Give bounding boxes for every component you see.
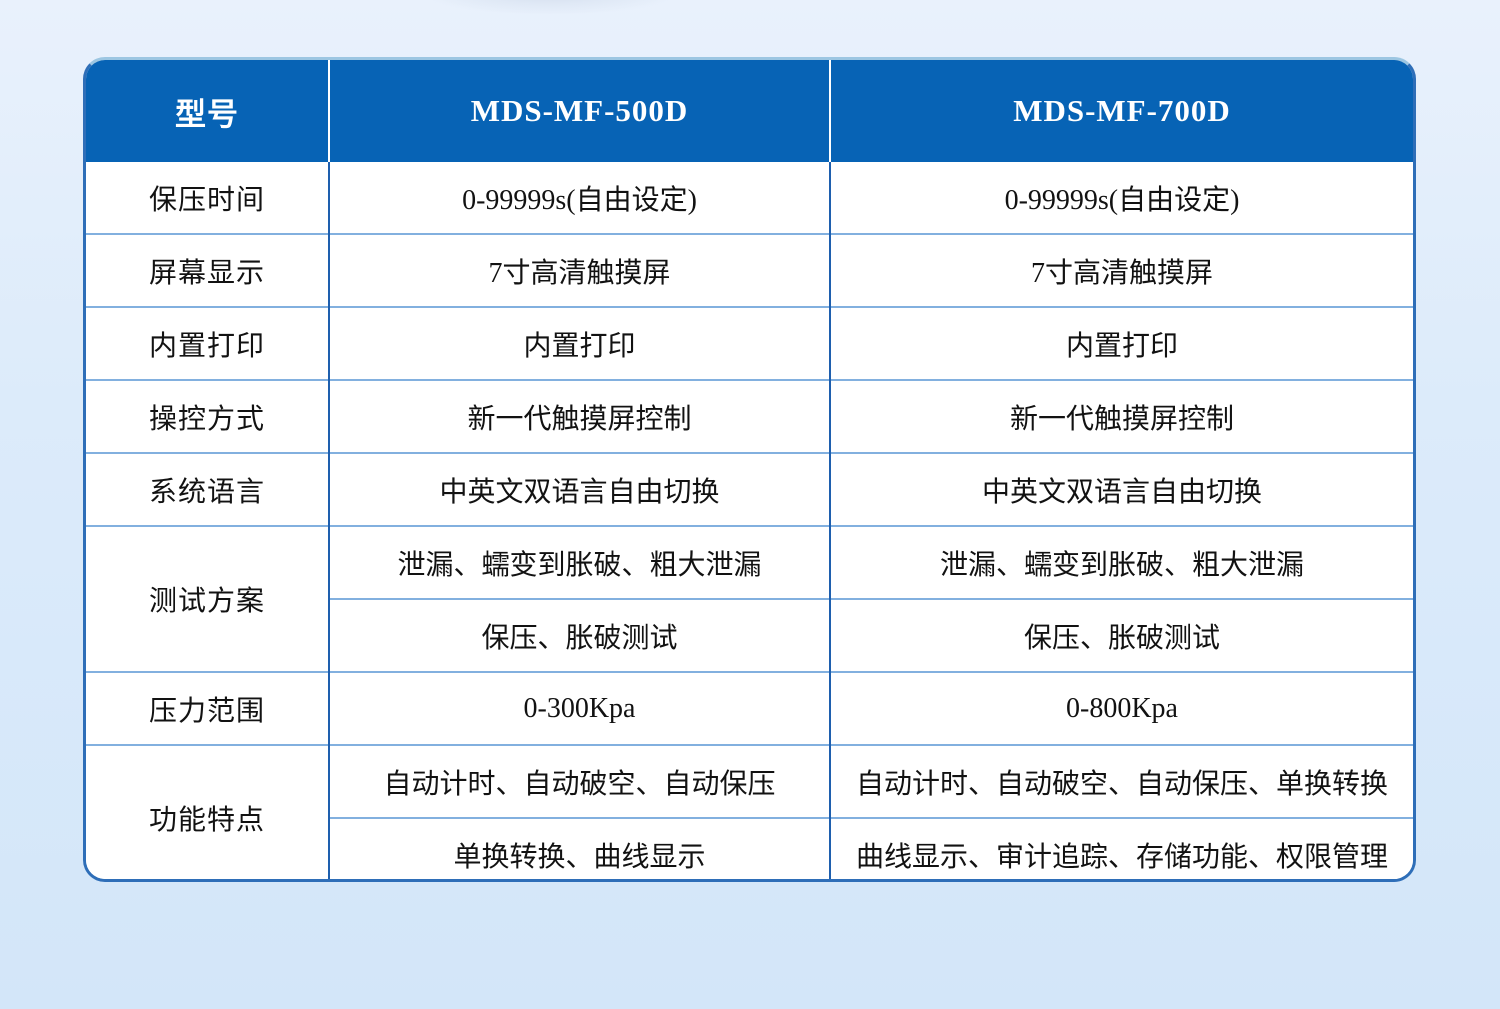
value-features-1-700d: 自动计时、自动破空、自动保压、单换转换 xyxy=(830,744,1413,818)
row-test-scheme-2: 保压、胀破测试 保压、胀破测试 xyxy=(86,598,1413,672)
row-control-mode: 操控方式 新一代触摸屏控制 新一代触摸屏控制 xyxy=(86,379,1413,453)
label-control-mode: 操控方式 xyxy=(86,379,330,453)
header-cell-mds-mf-700d: MDS-MF-700D xyxy=(830,60,1413,162)
label-system-language: 系统语言 xyxy=(86,452,330,526)
header-cell-model-label: 型号 xyxy=(86,60,330,162)
label-screen-display: 屏幕显示 xyxy=(86,233,330,307)
row-features-2: 单换转换、曲线显示 曲线显示、审计追踪、存储功能、权限管理 xyxy=(86,817,1413,879)
label-test-scheme: 测试方案 xyxy=(86,525,330,672)
value-test-scheme-1-500d: 泄漏、蠕变到胀破、粗大泄漏 xyxy=(329,525,831,599)
value-features-2-500d: 单换转换、曲线显示 xyxy=(329,817,831,879)
header-cell-mds-mf-500d: MDS-MF-500D xyxy=(329,60,831,162)
value-pressure-range-700d: 0-800Kpa xyxy=(830,671,1413,745)
value-pressure-range-500d: 0-300Kpa xyxy=(329,671,831,745)
value-screen-display-700d: 7寸高清触摸屏 xyxy=(830,233,1413,307)
value-built-in-printer-700d: 内置打印 xyxy=(830,306,1413,380)
value-built-in-printer-500d: 内置打印 xyxy=(329,306,831,380)
row-holding-time: 保压时间 0-99999s(自由设定) 0-99999s(自由设定) xyxy=(86,162,1413,234)
row-pressure-range: 压力范围 0-300Kpa 0-800Kpa xyxy=(86,671,1413,745)
label-holding-time: 保压时间 xyxy=(86,162,330,234)
value-test-scheme-2-500d: 保压、胀破测试 xyxy=(329,598,831,672)
value-holding-time-700d: 0-99999s(自由设定) xyxy=(830,162,1413,234)
row-system-language: 系统语言 中英文双语言自由切换 中英文双语言自由切换 xyxy=(86,452,1413,526)
value-screen-display-500d: 7寸高清触摸屏 xyxy=(329,233,831,307)
cropped-product-photo-edge xyxy=(420,0,680,14)
row-features-1: 功能特点 自动计时、自动破空、自动保压 自动计时、自动破空、自动保压、单换转换 xyxy=(86,744,1413,879)
spec-comparison-table: 型号 MDS-MF-500D MDS-MF-700D 保压时间 0-99999s… xyxy=(86,60,1413,879)
label-features: 功能特点 xyxy=(86,744,330,879)
row-built-in-printer: 内置打印 内置打印 内置打印 xyxy=(86,306,1413,380)
value-features-1-500d: 自动计时、自动破空、自动保压 xyxy=(329,744,831,818)
spec-table-header-row: 型号 MDS-MF-500D MDS-MF-700D xyxy=(86,60,1413,162)
value-system-language-500d: 中英文双语言自由切换 xyxy=(329,452,831,526)
value-holding-time-500d: 0-99999s(自由设定) xyxy=(329,162,831,234)
value-test-scheme-2-700d: 保压、胀破测试 xyxy=(830,598,1413,672)
row-screen-display: 屏幕显示 7寸高清触摸屏 7寸高清触摸屏 xyxy=(86,233,1413,307)
label-built-in-printer: 内置打印 xyxy=(86,306,330,380)
spec-table: 型号 MDS-MF-500D MDS-MF-700D 保压时间 0-99999s… xyxy=(83,57,1416,882)
label-pressure-range: 压力范围 xyxy=(86,671,330,745)
value-test-scheme-1-700d: 泄漏、蠕变到胀破、粗大泄漏 xyxy=(830,525,1413,599)
value-control-mode-500d: 新一代触摸屏控制 xyxy=(329,379,831,453)
value-system-language-700d: 中英文双语言自由切换 xyxy=(830,452,1413,526)
value-control-mode-700d: 新一代触摸屏控制 xyxy=(830,379,1413,453)
row-test-scheme-1: 测试方案 泄漏、蠕变到胀破、粗大泄漏 泄漏、蠕变到胀破、粗大泄漏 xyxy=(86,525,1413,672)
value-features-2-700d: 曲线显示、审计追踪、存储功能、权限管理 xyxy=(830,817,1413,879)
